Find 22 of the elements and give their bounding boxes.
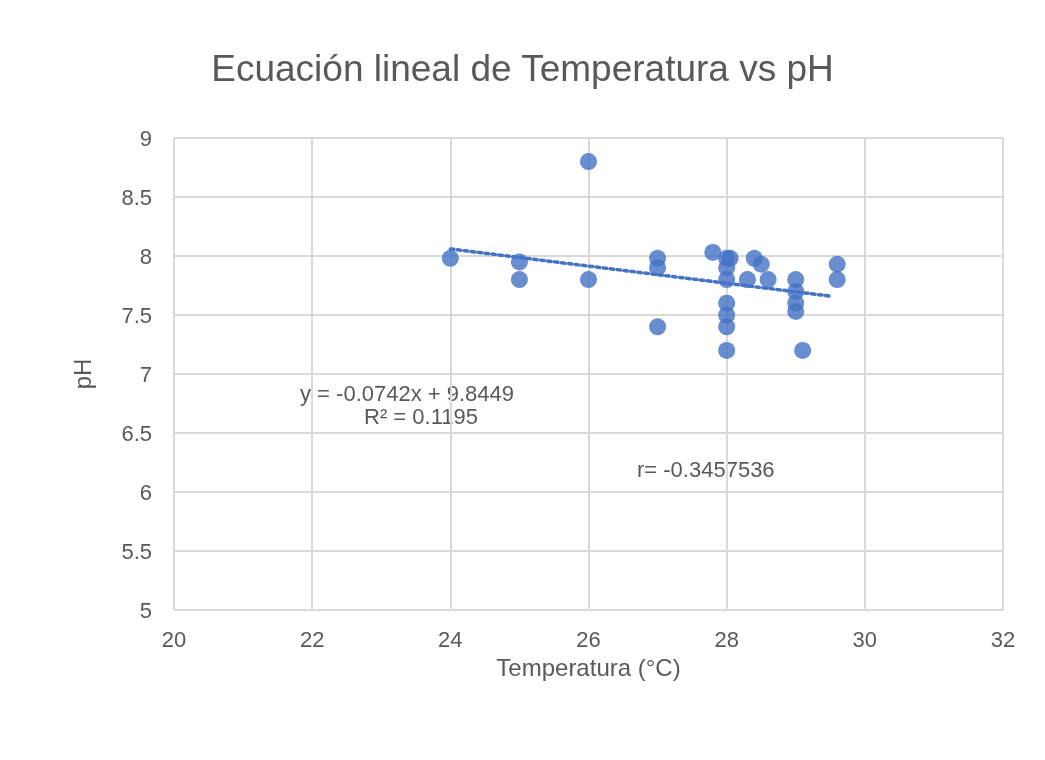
- x-axis-title: Temperatura (°C): [496, 653, 681, 681]
- y-tick-label: 7.5: [121, 302, 152, 328]
- annotation: r= -0.3457536: [637, 456, 775, 482]
- x-tick-label: 20: [161, 626, 187, 652]
- y-tick-label: 6: [139, 479, 152, 505]
- y-axis-title: pH: [68, 358, 96, 390]
- y-tick-label: 8.5: [121, 184, 152, 210]
- x-tick-label: 22: [299, 626, 325, 652]
- x-tick-label: 30: [852, 626, 878, 652]
- annotation: y = -0.0742x + 9.8449: [300, 380, 515, 406]
- annotation: R² = 0.1195: [364, 403, 478, 429]
- x-tick-label: 28: [714, 626, 739, 652]
- chart-title: Ecuación lineal de Temperatura vs pH: [211, 48, 834, 89]
- y-tick-label: 8: [139, 243, 152, 269]
- y-tick-label: 5: [139, 597, 152, 623]
- y-tick-label: 5.5: [121, 538, 152, 564]
- x-tick-label: 26: [576, 626, 601, 652]
- x-tick-label: 24: [438, 626, 463, 652]
- y-tick-label: 7: [139, 361, 152, 387]
- y-tick-label: 9: [139, 125, 152, 151]
- x-tick-label: 32: [990, 626, 1016, 652]
- y-tick-label: 6.5: [121, 420, 152, 446]
